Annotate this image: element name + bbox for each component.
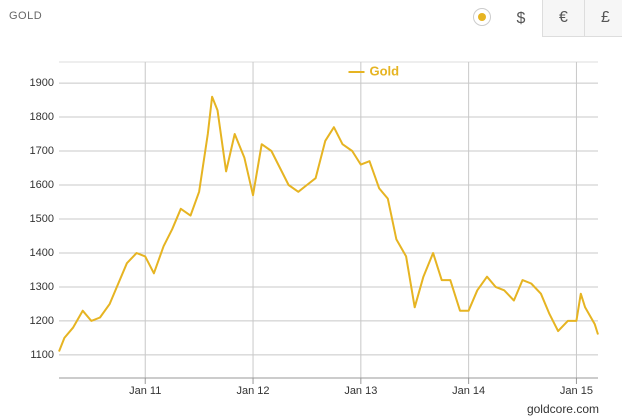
price-line xyxy=(58,95,599,352)
series-toggle[interactable] xyxy=(473,8,491,26)
legend-label: Gold xyxy=(370,63,400,78)
x-tick-label: Jan 12 xyxy=(237,385,270,397)
x-tick-label: Jan 15 xyxy=(560,385,593,397)
y-tick-label: 1800 xyxy=(30,111,54,123)
currency-button[interactable]: $ xyxy=(500,0,542,37)
y-tick-label: 1300 xyxy=(30,281,54,293)
x-tick-label: Jan 11 xyxy=(129,385,161,397)
x-tick-label: Jan 14 xyxy=(452,385,485,397)
header-title: GOLD xyxy=(9,10,43,22)
currency-button[interactable]: £ xyxy=(584,0,622,37)
currency-buttons: $ € £ xyxy=(500,0,622,37)
credits: goldcore.com xyxy=(527,402,599,416)
y-tick-label: 1500 xyxy=(30,213,54,225)
y-tick-label: 1100 xyxy=(30,349,54,361)
y-tick-label: 1200 xyxy=(30,315,54,327)
x-tick-label: Jan 13 xyxy=(344,385,377,397)
top-bar: GOLD $ € £ xyxy=(0,0,622,37)
y-tick-label: 1700 xyxy=(30,145,54,157)
y-tick-label: 1400 xyxy=(30,247,54,259)
currency-button[interactable]: € xyxy=(542,0,584,37)
y-tick-label: 1900 xyxy=(30,77,54,89)
y-tick-label: 1600 xyxy=(30,179,54,191)
